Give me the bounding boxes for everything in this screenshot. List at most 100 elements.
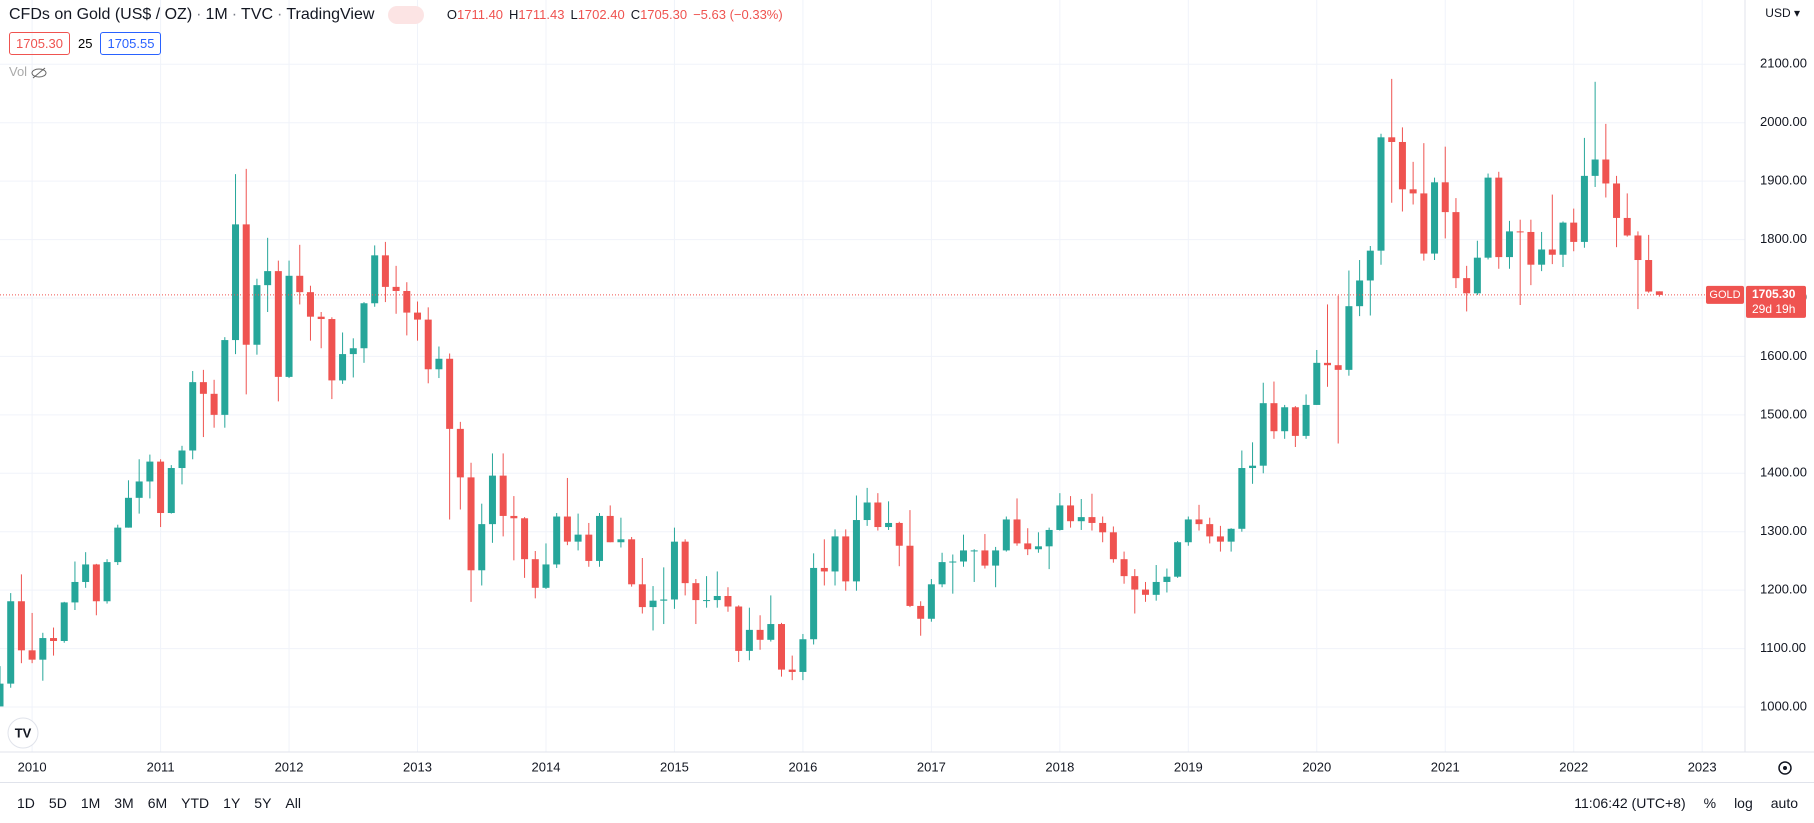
candle-body xyxy=(981,550,989,566)
candle-body xyxy=(242,224,250,345)
candle-body xyxy=(360,303,368,349)
candle-body xyxy=(92,564,100,602)
candle-body xyxy=(189,382,197,451)
candle-body xyxy=(1420,193,1428,254)
candle-body xyxy=(1216,536,1224,542)
x-tick-label: 2012 xyxy=(275,759,304,774)
x-tick-label: 2021 xyxy=(1431,759,1460,774)
hide-icon[interactable] xyxy=(31,67,47,79)
candle-body xyxy=(810,567,818,640)
candle-body xyxy=(510,515,518,519)
candle-body xyxy=(1602,159,1610,184)
range-button[interactable]: All xyxy=(285,795,301,811)
chart: 1000.00 1100.00 1200.00 1300.00 1400.00 1500.… xyxy=(0,0,1814,775)
ohlc-letter: C xyxy=(630,7,641,23)
candle-body xyxy=(1131,576,1139,590)
candle-body xyxy=(1184,519,1192,543)
range-button[interactable]: 5Y xyxy=(254,795,272,811)
candle-body xyxy=(210,393,218,415)
candle-body xyxy=(0,683,4,707)
candle-body xyxy=(1570,222,1578,242)
candle-body xyxy=(1034,546,1042,550)
candle-body xyxy=(1163,576,1171,582)
range-button[interactable]: 1Y xyxy=(223,795,241,811)
candle-body xyxy=(1227,528,1235,542)
candle-body xyxy=(670,541,678,600)
bid[interactable]: 1705.30 xyxy=(9,32,70,55)
candle-body xyxy=(317,316,325,320)
y-tick-label: 1800.00 xyxy=(1760,231,1807,246)
range-button[interactable]: 3M xyxy=(114,795,134,811)
range-buttons: 1D 5D 1M 3M 6M YTD 1Y 5Y All xyxy=(0,795,308,811)
volume-label: Vol xyxy=(9,64,28,79)
candle-body xyxy=(681,541,689,584)
ohlc-letter: L xyxy=(570,7,578,23)
range-button[interactable]: 1D xyxy=(17,795,35,811)
y-tick-label: 1000.00 xyxy=(1760,698,1807,713)
candle-body xyxy=(831,536,839,572)
settings-icon[interactable] xyxy=(1778,761,1792,775)
grid xyxy=(0,0,1745,752)
currency-label: USD xyxy=(1765,6,1791,20)
y-tick-label: 2000.00 xyxy=(1760,114,1807,129)
auto-toggle[interactable]: auto xyxy=(1770,795,1798,811)
range-button[interactable]: 5D xyxy=(48,795,67,811)
candle-body xyxy=(1548,249,1556,255)
candle-body xyxy=(103,562,111,602)
candle-body xyxy=(264,271,272,286)
interval[interactable]: 1M xyxy=(205,6,228,24)
candle-body xyxy=(1377,137,1385,251)
price-tag: 1705.30 xyxy=(1752,287,1796,301)
candle-body xyxy=(617,539,625,543)
volume-legend: Vol xyxy=(9,64,47,79)
y-tick-label: 2100.00 xyxy=(1760,56,1807,71)
x-tick-label: 2018 xyxy=(1045,759,1074,774)
ohlc-value: 1711.40 xyxy=(457,7,504,23)
ohlc: O1711.40 H1711.43 L1702.40 C1705.30 −5.63 (−… xyxy=(447,7,789,22)
candle-body xyxy=(606,515,614,543)
candle-body xyxy=(1473,257,1481,294)
candle-body xyxy=(542,564,550,588)
symbol[interactable]: CFDs on Gold (US$ / OZ) xyxy=(9,6,193,24)
ask[interactable]: 1705.55 xyxy=(100,32,162,55)
exchange: TVC xyxy=(241,6,274,24)
percent-toggle[interactable]: % xyxy=(1703,795,1717,811)
candle-body xyxy=(392,286,400,291)
candle-body xyxy=(60,602,68,641)
candle-body xyxy=(1045,529,1053,547)
candle-body xyxy=(927,584,935,619)
log-toggle[interactable]: log xyxy=(1734,795,1753,811)
candle-body xyxy=(895,522,903,546)
candle-body xyxy=(339,354,347,381)
candle-body xyxy=(767,624,775,640)
x-tick-label: 2010 xyxy=(18,759,47,774)
candle-body xyxy=(1120,559,1128,577)
range-button[interactable]: YTD xyxy=(181,795,210,811)
candle-body xyxy=(424,319,432,370)
candle-body xyxy=(446,358,454,429)
candle-body xyxy=(1195,519,1203,525)
currency[interactable]: USD ▾ xyxy=(1765,6,1800,20)
x-tick-label: 2014 xyxy=(532,759,561,774)
candle-body xyxy=(371,255,379,304)
candle-body xyxy=(306,292,314,317)
candle-body xyxy=(1366,250,1374,281)
candle-body xyxy=(885,522,893,528)
candle-body xyxy=(842,536,850,582)
bottom-toolbar: 1D 5D 1M 3M 6M YTD 1Y 5Y All 11:06:42 (UTC+8) % … xyxy=(0,782,1814,823)
price-tag-bg xyxy=(1746,285,1806,318)
candle-body xyxy=(1484,177,1492,258)
candle-body xyxy=(1281,407,1289,432)
range-button[interactable]: 1M xyxy=(80,795,101,811)
candle-body xyxy=(1495,177,1503,258)
x-tick-label: 2019 xyxy=(1174,759,1203,774)
candle-body xyxy=(949,561,957,563)
candle-body xyxy=(232,224,240,341)
candle-body xyxy=(660,599,668,601)
range-button[interactable]: 6M xyxy=(147,795,168,811)
candle-body xyxy=(1249,465,1257,469)
x-tick-label: 2022 xyxy=(1559,759,1588,774)
candle-body xyxy=(959,550,967,562)
x-tick-label: 2020 xyxy=(1302,759,1331,774)
candle-body xyxy=(1334,365,1342,370)
